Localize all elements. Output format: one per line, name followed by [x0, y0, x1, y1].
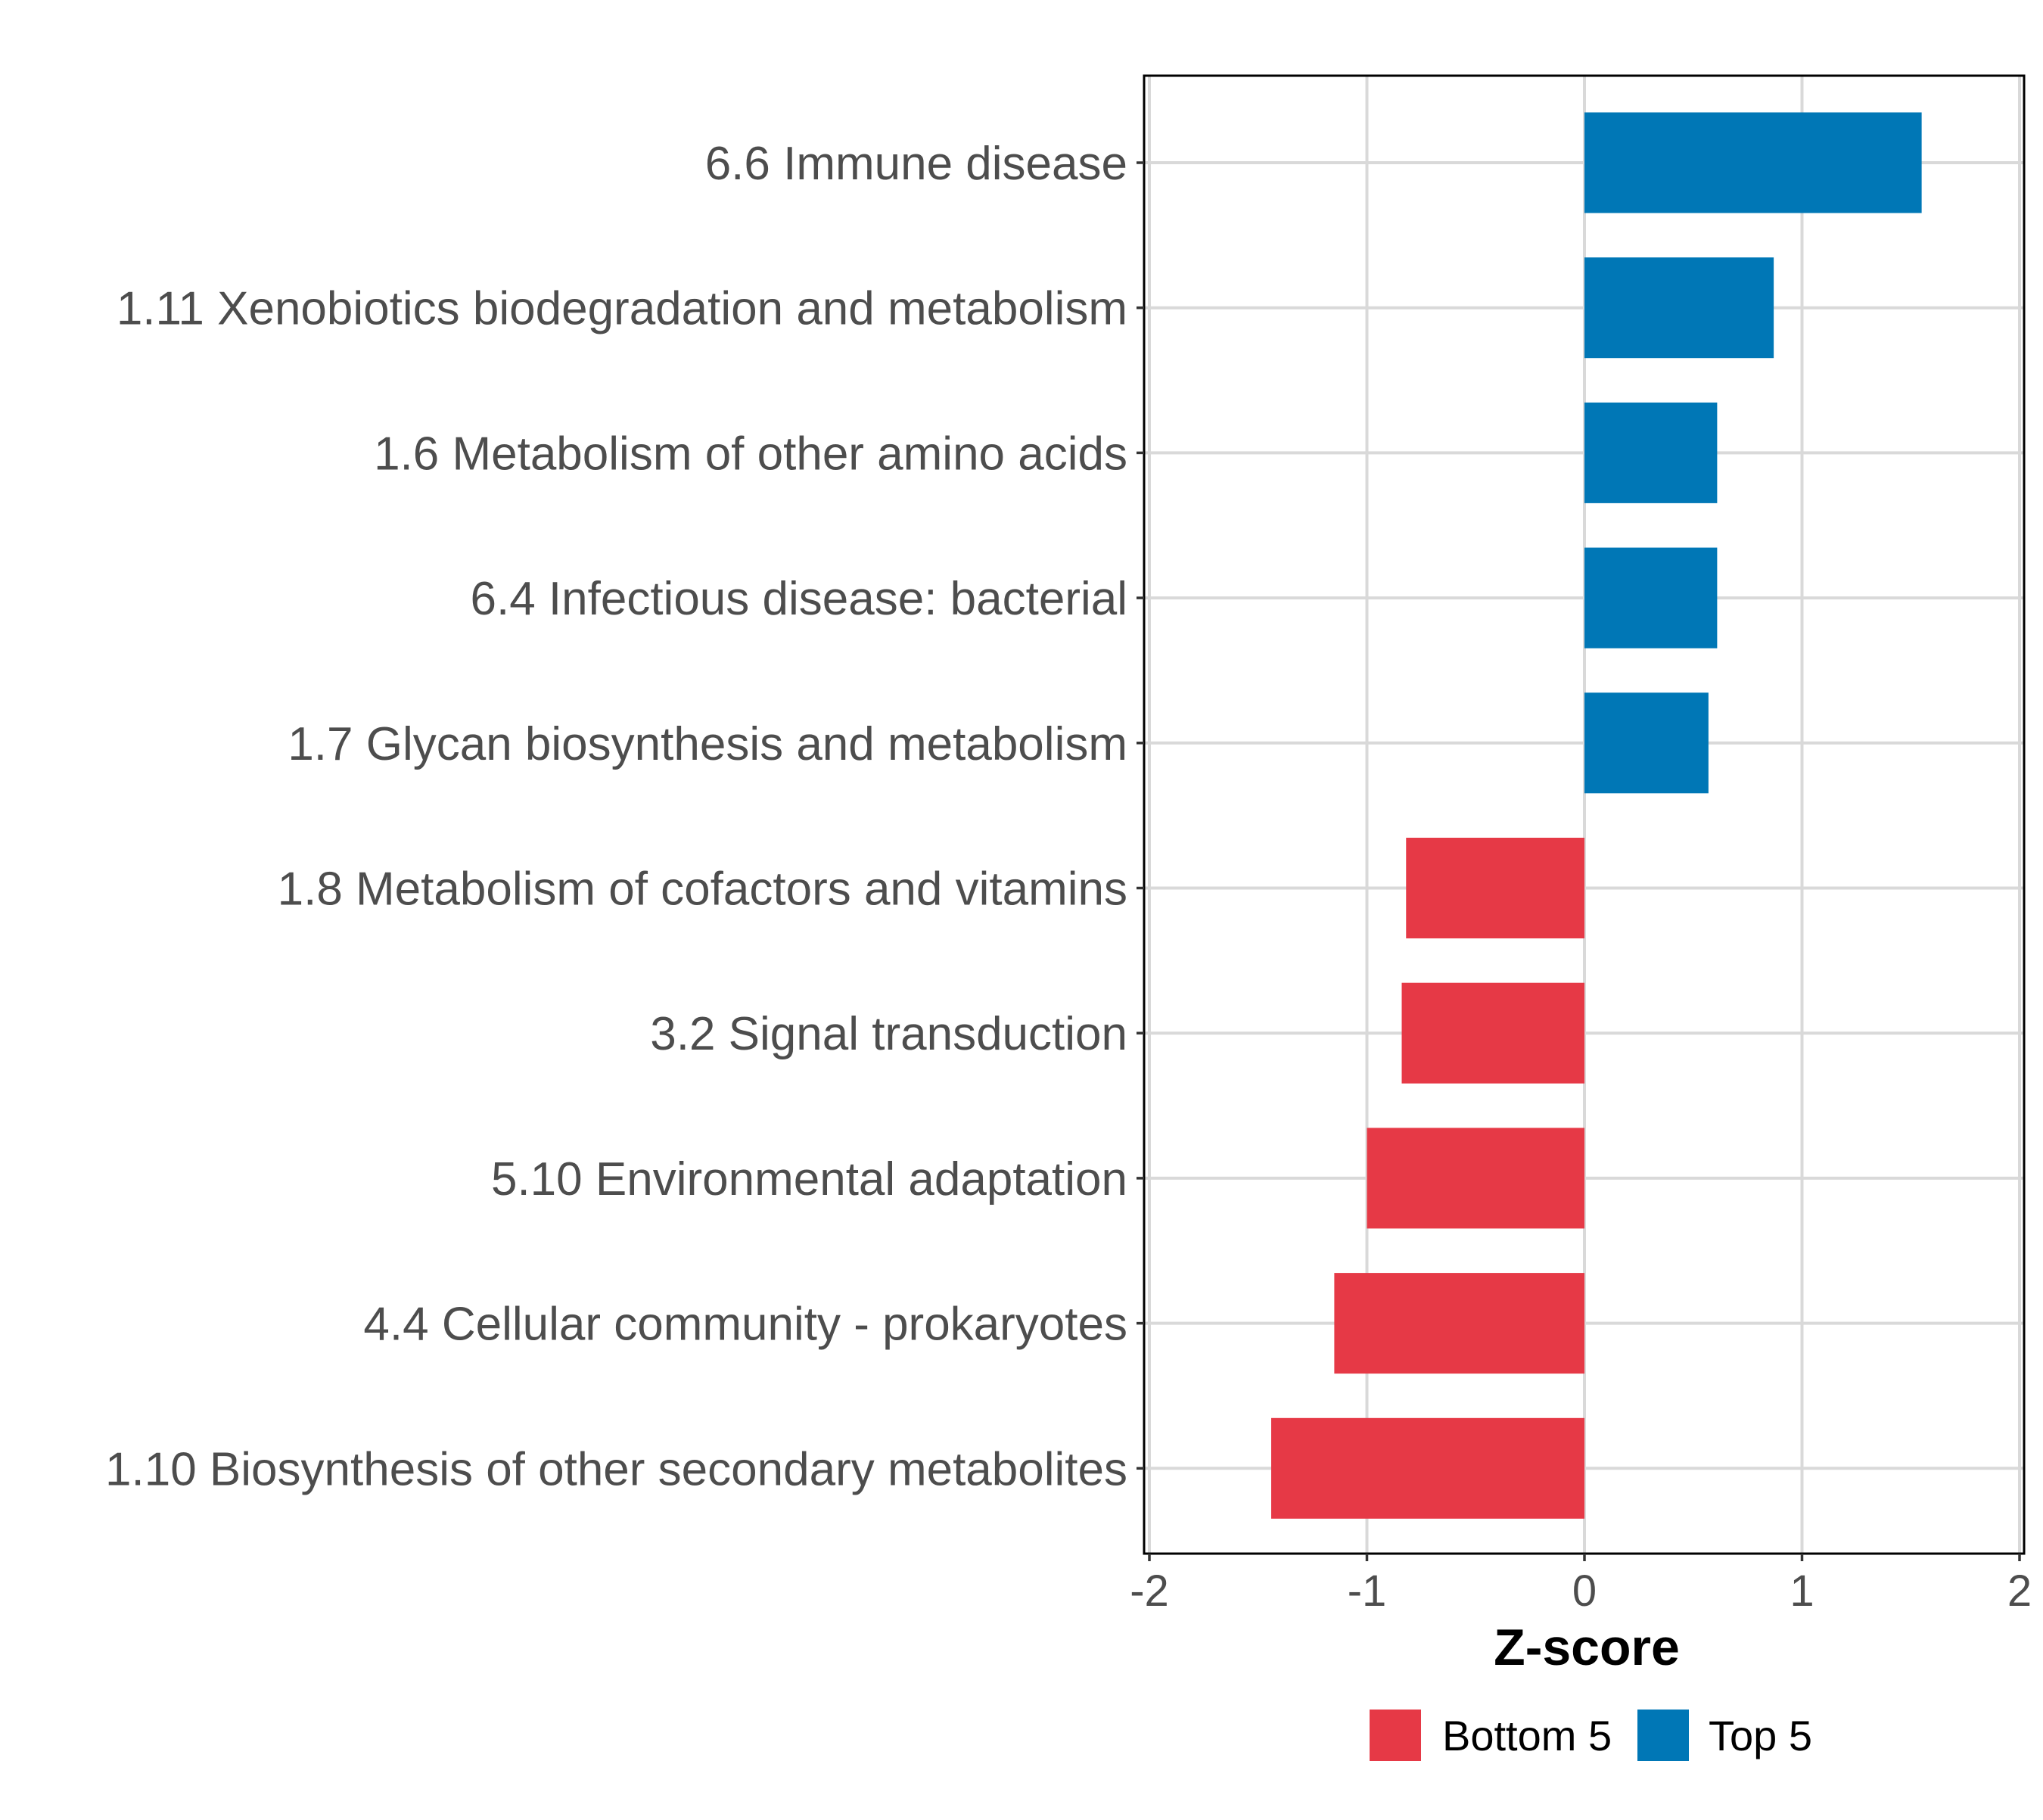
y-tick-label: 3.2 Signal transduction [650, 1008, 1127, 1060]
bar [1584, 547, 1718, 649]
bar-layer [1271, 112, 1922, 1519]
bar [1367, 1128, 1584, 1229]
y-tick-label: 5.10 Environmental adaptation [491, 1153, 1127, 1206]
legend-label: Top 5 [1709, 1712, 1812, 1759]
x-tick-label: 1 [1790, 1566, 1814, 1616]
bar [1584, 692, 1709, 794]
y-axis: 6.6 Immune disease 1.11 Xenobiotics biode… [105, 138, 1144, 1495]
x-tick-label: 0 [1572, 1566, 1597, 1616]
y-tick-label: 4.4 Cellular community - prokaryotes [363, 1299, 1127, 1351]
x-tick-label: 2 [2007, 1566, 2032, 1616]
bar [1271, 1417, 1584, 1519]
y-tick-label: 1.8 Metabolism of cofactors and vitamins [278, 863, 1127, 916]
y-tick-label: 6.4 Infectious disease: bacterial [470, 573, 1127, 625]
x-axis-title: Z-score [1494, 1619, 1680, 1676]
bar [1401, 982, 1584, 1084]
y-tick-label: 1.6 Metabolism of other amino acids [374, 428, 1127, 480]
bar [1584, 257, 1774, 359]
legend-key [1370, 1710, 1421, 1761]
legend-key [1637, 1710, 1689, 1761]
y-tick-label: 1.11 Xenobiotics biodegradation and meta… [117, 283, 1127, 335]
y-tick-label: 6.6 Immune disease [705, 138, 1127, 190]
bar [1334, 1273, 1584, 1374]
x-axis: -2 -1 0 1 2 [1130, 1554, 2032, 1616]
y-tick-label: 1.7 Glycan biosynthesis and metabolism [288, 718, 1127, 770]
x-tick-label: -2 [1130, 1566, 1169, 1616]
legend: Bottom 5 Top 5 [1370, 1710, 1812, 1761]
bar [1406, 838, 1584, 938]
bar [1584, 402, 1718, 503]
legend-label: Bottom 5 [1442, 1712, 1612, 1759]
bar [1584, 112, 1922, 213]
x-tick-label: -1 [1348, 1566, 1387, 1616]
y-tick-label: 1.10 Biosynthesis of other secondary met… [105, 1443, 1127, 1495]
